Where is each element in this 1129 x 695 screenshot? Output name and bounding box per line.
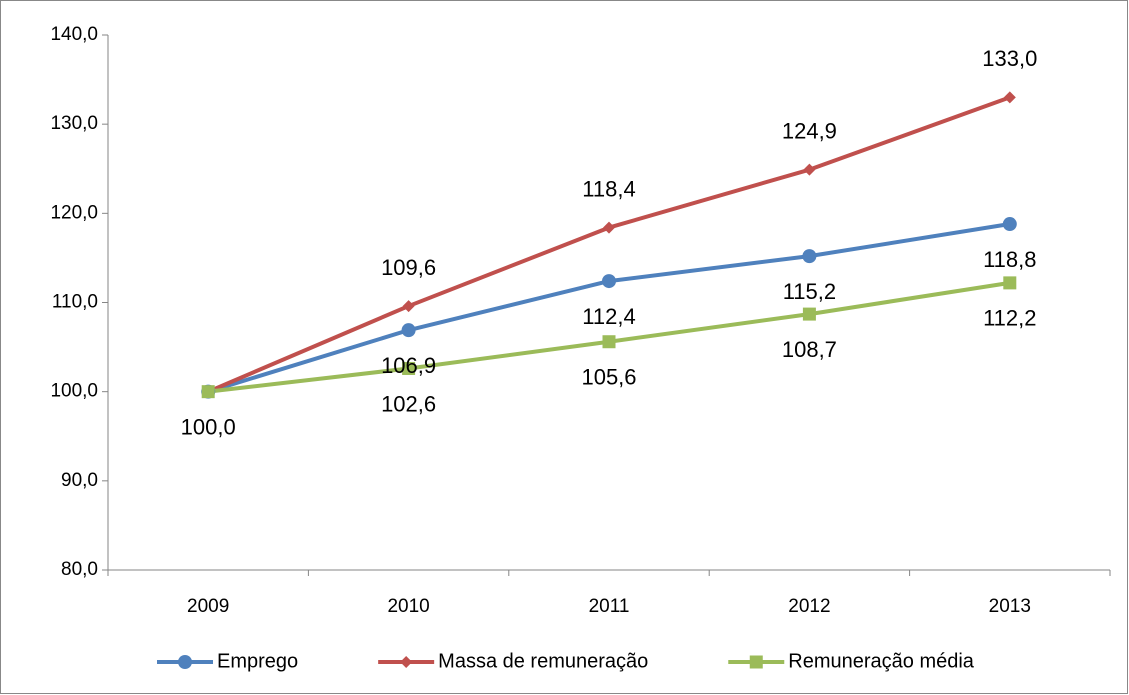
marker <box>1003 91 1016 104</box>
data-label: 118,4 <box>582 176 635 201</box>
data-label: 102,6 <box>381 391 436 416</box>
data-label: 133,0 <box>982 46 1037 71</box>
data-label: 124,9 <box>782 118 837 143</box>
x-tick-label: 2010 <box>387 596 429 617</box>
y-tick-label: 80,0 <box>61 559 98 580</box>
data-label: 112,4 <box>582 304 635 329</box>
y-tick-label: 110,0 <box>52 292 98 313</box>
y-tick-label: 130,0 <box>50 113 98 134</box>
marker <box>402 300 415 313</box>
y-tick-label: 90,0 <box>61 470 98 491</box>
marker <box>803 163 816 176</box>
marker <box>602 274 616 289</box>
data-label: 112,2 <box>983 306 1036 331</box>
legend-label: Remuneração média <box>788 650 975 672</box>
marker <box>602 335 616 349</box>
y-tick-label: 120,0 <box>50 202 98 223</box>
marker <box>402 361 416 375</box>
marker <box>400 656 413 668</box>
marker <box>802 249 817 264</box>
data-label: 108,7 <box>782 337 837 362</box>
marker <box>749 655 763 669</box>
legend-item: Massa de remuneração <box>378 650 648 672</box>
marker <box>178 655 192 669</box>
data-label: 100,0 <box>181 414 236 439</box>
marker <box>201 385 215 399</box>
marker <box>401 323 416 338</box>
data-label: 118,8 <box>983 247 1036 272</box>
data-label: 115,2 <box>783 279 836 304</box>
x-tick-label: 2011 <box>589 596 630 617</box>
legend-label: Massa de remuneração <box>438 650 648 672</box>
data-label: 105,6 <box>581 365 636 390</box>
marker <box>802 307 816 321</box>
marker <box>603 221 615 234</box>
y-tick-label: 100,0 <box>50 381 98 402</box>
legend-item: Remuneração média <box>728 650 975 672</box>
x-tick-label: 2012 <box>788 596 830 617</box>
marker <box>1002 217 1017 232</box>
y-tick-label: 140,0 <box>50 24 98 45</box>
marker <box>1003 276 1017 290</box>
x-tick-label: 2013 <box>989 596 1031 617</box>
data-label: 109,6 <box>381 255 436 280</box>
legend-label: Emprego <box>217 650 298 672</box>
data-label: 106,9 <box>381 353 436 378</box>
x-tick-label: 2009 <box>187 596 229 617</box>
legend-item: Emprego <box>157 650 298 672</box>
